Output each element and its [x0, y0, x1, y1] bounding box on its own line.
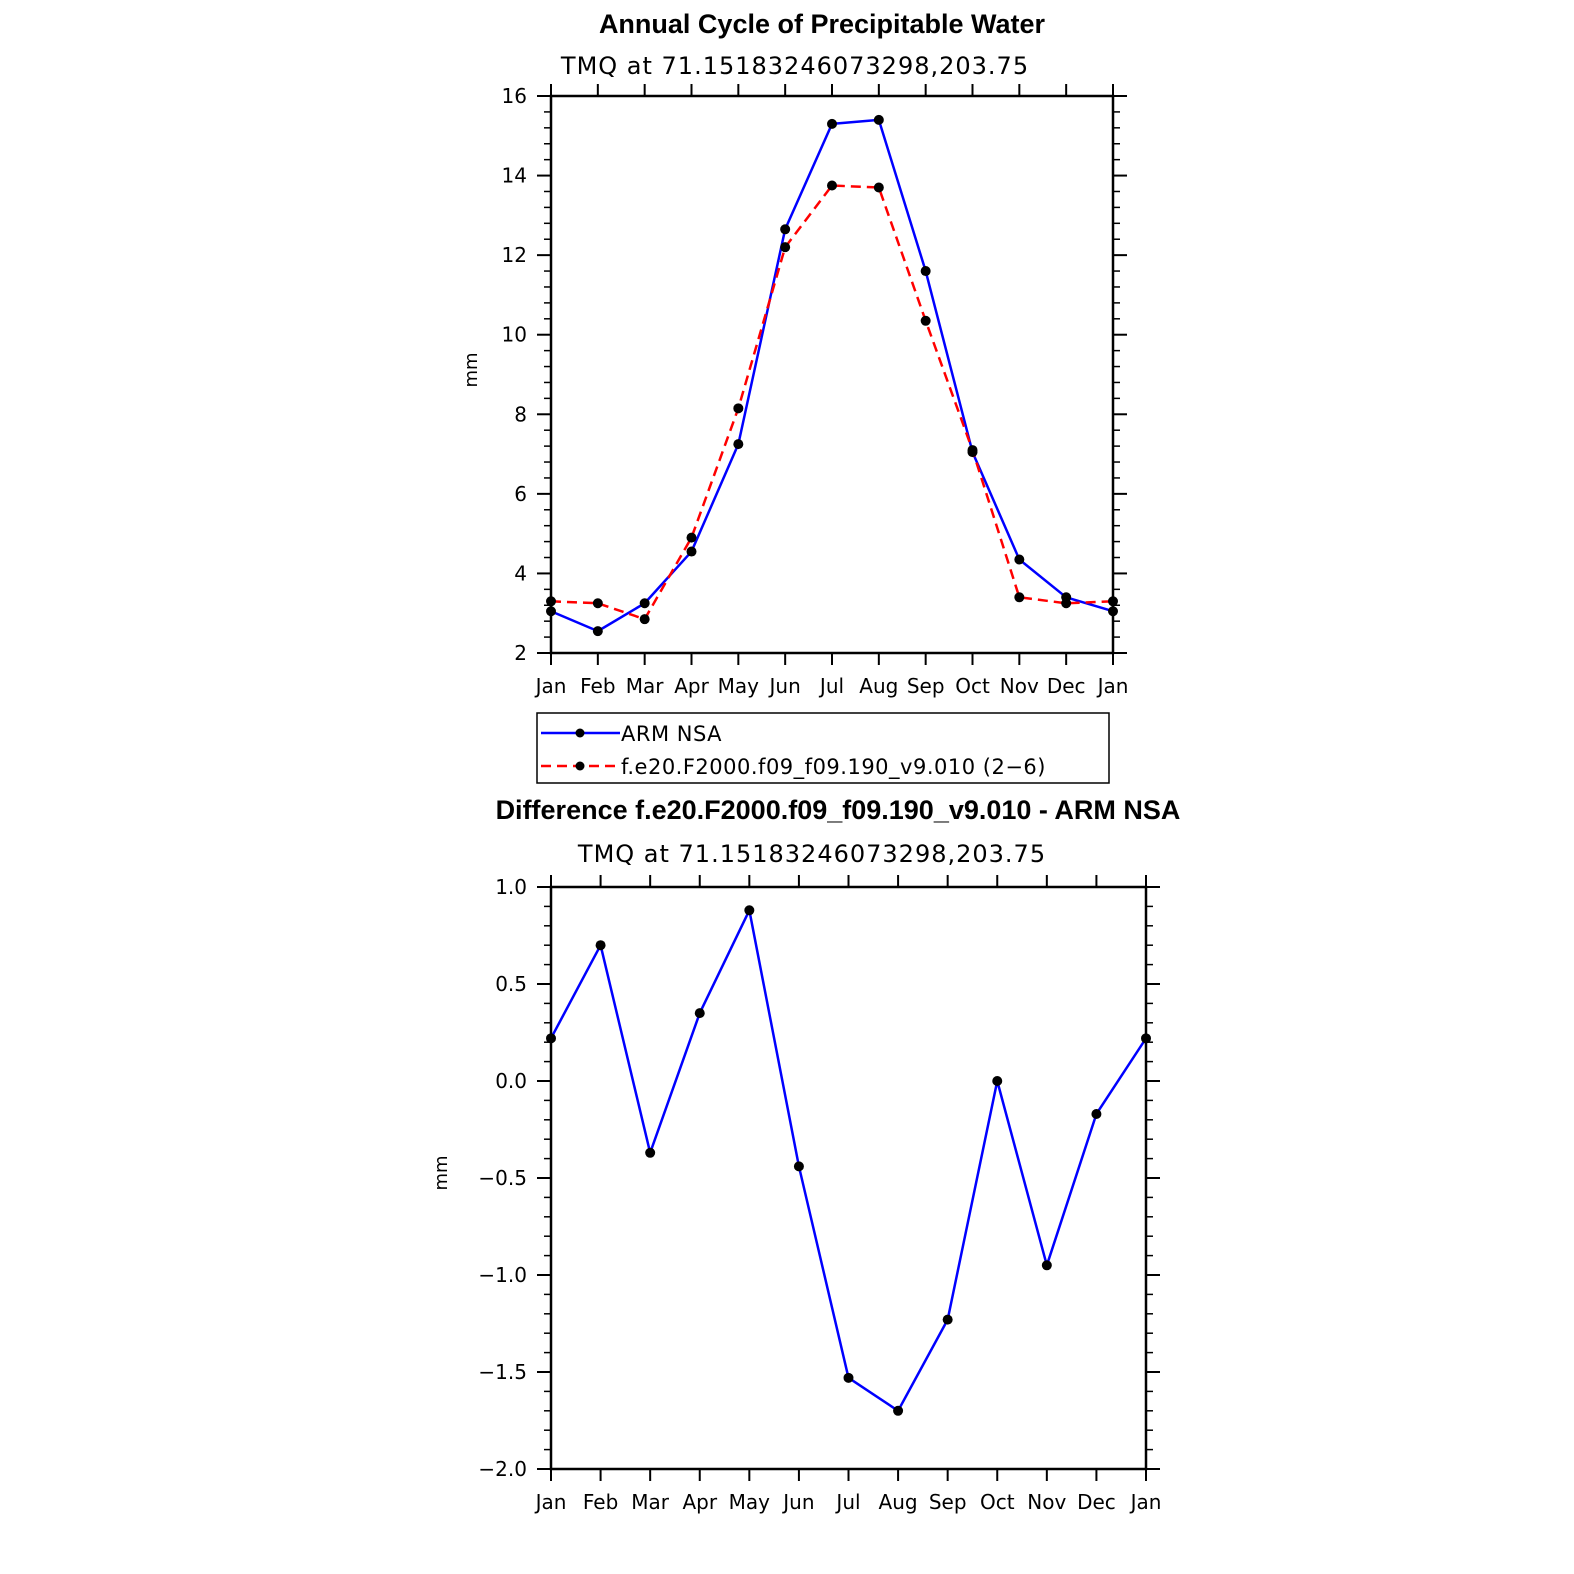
chart2-subtitle: TMQ at 71.15183246073298,203.75 — [577, 840, 1046, 868]
legend-marker-arm — [575, 728, 585, 738]
chart2-series-0-point — [942, 1314, 953, 1325]
chart2-xtick-label: Sep — [929, 1490, 967, 1514]
chart2-ytick-label: −2.0 — [478, 1457, 527, 1481]
chart1-series-1-point — [733, 403, 744, 414]
chart1-series-1-point — [920, 315, 931, 326]
chart2-ytick-label: −1.5 — [478, 1360, 527, 1384]
chart1-subtitle: TMQ at 71.15183246073298,203.75 — [560, 52, 1029, 80]
chart1-xtick-label: Feb — [580, 674, 615, 698]
chart1-series-0-line — [550, 118, 1114, 633]
chart2-series-0-point — [645, 1147, 656, 1158]
chart1-series-0-point — [780, 224, 791, 235]
chart1-series-1-line — [550, 184, 1114, 621]
chart1-xtick-label: Oct — [955, 674, 990, 698]
chart2-series-0-point — [843, 1372, 854, 1383]
chart1-series-1-point — [1108, 596, 1118, 607]
chart1-series-0-point — [546, 606, 556, 617]
chart1-xtick-label: Aug — [859, 674, 898, 698]
chart2-xtick-label: Jun — [781, 1490, 814, 1514]
chart2-series-0-point — [595, 940, 606, 951]
chart1-xtick-label: Jul — [818, 674, 844, 698]
chart1-series-0-point — [873, 114, 884, 125]
chart1-ytick-label: 16 — [502, 84, 527, 108]
chart1-plot: 2 4 6 8 10 12 14 16 Jan Feb Mar Apr May Jun Jul Aug Sep O… — [502, 84, 1129, 698]
chart2-series-0-point — [1041, 1260, 1052, 1271]
chart2-title: Difference f.e20.F2000.f09_f09.190_v9.01… — [496, 795, 1181, 825]
legend-marker-model — [575, 761, 585, 771]
chart1-legend: ARM NSA f.e20.F2000.f09_f09.190_v9.010 (… — [536, 712, 1110, 784]
chart2-series-0-point — [793, 1161, 804, 1172]
chart1-xtick-label: Jan — [1096, 674, 1129, 698]
chart1-ytick-label: 8 — [514, 402, 527, 426]
chart1-xtick-label: Apr — [674, 674, 709, 698]
chart1-xtick-label: May — [718, 674, 760, 698]
chart1-series-0-point — [1108, 606, 1118, 617]
chart2-xtick-label: Nov — [1027, 1490, 1066, 1514]
chart1-xtick-label: Nov — [1000, 674, 1039, 698]
chart1-series-1-point — [546, 596, 556, 607]
chart1-series-1-point — [1061, 598, 1072, 609]
chart2-xtick-label: Jan — [534, 1490, 567, 1514]
chart1-series-0-point — [639, 598, 650, 609]
chart2-ylabel: mm — [431, 1155, 452, 1190]
chart2-xtick-label: Dec — [1077, 1490, 1116, 1514]
chart1-ytick-label: 12 — [502, 243, 527, 267]
chart2-xtick-label: Oct — [980, 1490, 1015, 1514]
legend-label-model: f.e20.F2000.f09_f09.190_v9.010 (2−6) — [621, 755, 1046, 780]
chart1-series-1-point — [827, 180, 837, 191]
chart1-xtick-label: Mar — [626, 674, 665, 698]
chart2-ytick-label: 0.0 — [495, 1069, 527, 1093]
chart1-series-0-point — [827, 118, 837, 129]
chart1-series-1-point — [639, 614, 650, 625]
chart2-series-0-point — [1091, 1108, 1102, 1119]
chart2-series-0-line — [549, 909, 1148, 1413]
chart1-series-1-point — [686, 532, 697, 543]
chart2-xtick-label: Feb — [583, 1490, 618, 1514]
chart1-series-1-point — [1014, 592, 1025, 603]
chart2-xtick-label: Jul — [834, 1490, 860, 1514]
chart2-series-0-point — [744, 905, 755, 916]
chart1-ylabel: mm — [461, 352, 482, 387]
chart2-plot: −2.0 −1.5 −1.0 −0.5 0.0 0.5 1.0 Jan Feb Mar Apr May… — [478, 875, 1161, 1514]
chart1-frame — [549, 94, 1115, 655]
chart2-series-0-point — [546, 1033, 556, 1044]
chart1-series-1-point — [592, 598, 603, 609]
chart1-xtick-label: Jan — [534, 674, 567, 698]
chart2-xtick-label: May — [729, 1490, 771, 1514]
chart1-series-1-point — [967, 445, 978, 456]
chart2-xtick-label: Mar — [631, 1490, 670, 1514]
chart2-series-0-point — [694, 1008, 705, 1019]
chart1-xtick-label: Dec — [1047, 674, 1086, 698]
chart1-series-0-point — [920, 266, 931, 277]
chart2-xtick-label: Aug — [879, 1490, 918, 1514]
chart1-ytick-label: 4 — [514, 561, 527, 585]
chart2-series-0-point — [992, 1076, 1003, 1086]
legend-label-arm: ARM NSA — [621, 722, 722, 746]
chart2-xtick-label: Apr — [682, 1490, 717, 1514]
chart1-ytick-label: 10 — [502, 323, 527, 347]
chart1-series-0-point — [686, 546, 697, 557]
chart1-title: Annual Cycle of Precipitable Water — [599, 9, 1046, 39]
chart2-series-0-point — [1141, 1033, 1151, 1044]
chart1-ytick-label: 6 — [514, 482, 527, 506]
chart2-ytick-label: 1.0 — [495, 875, 527, 899]
chart1-xtick-label: Jun — [768, 674, 801, 698]
chart1-ytick-label: 14 — [502, 164, 527, 188]
chart2-ytick-label: 0.5 — [495, 972, 527, 996]
chart2-ytick-label: −1.0 — [478, 1263, 527, 1287]
chart1-xtick-label: Sep — [907, 674, 945, 698]
chart1-series-1-point — [780, 242, 791, 253]
chart1-series-1-point — [873, 182, 884, 193]
chart1-series-0-point — [1014, 554, 1025, 565]
chart1-ytick-label: 2 — [514, 641, 527, 665]
chart2-series-0-point — [893, 1405, 904, 1416]
chart1-series-0-point — [733, 439, 744, 450]
chart2-ytick-label: −0.5 — [478, 1166, 527, 1190]
chart1-series-0-point — [592, 626, 603, 637]
legend-box — [536, 712, 1110, 784]
chart2-xtick-label: Jan — [1129, 1490, 1162, 1514]
